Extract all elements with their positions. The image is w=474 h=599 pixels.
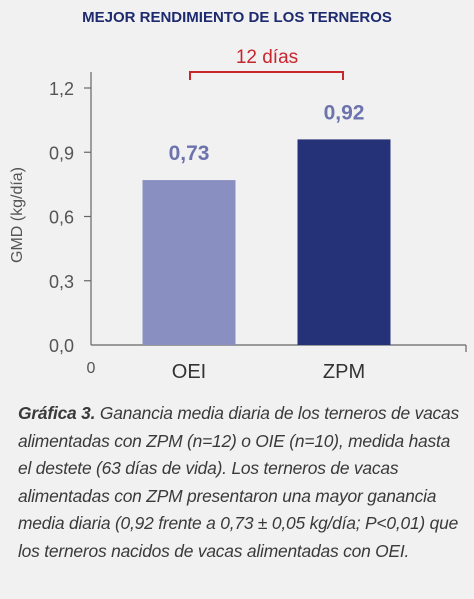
- figure-caption: Gráfica 3. Ganancia media diaria de los …: [18, 400, 466, 566]
- caption-lead: Gráfica 3.: [18, 403, 96, 423]
- category-label-oei: OEI: [172, 361, 206, 383]
- y-tick-label: 0,6: [49, 208, 74, 228]
- annotation-bracket: [189, 71, 344, 80]
- category-label-zpm: ZPM: [323, 361, 365, 383]
- annotation-label: 12 días: [236, 47, 298, 68]
- y-tick-label: 0,3: [49, 272, 74, 292]
- y-tick-label: 0,0: [49, 336, 74, 356]
- y-tick-label: 0,9: [49, 143, 74, 163]
- chart: MEJOR RENDIMIENTO DE LOS TERNEROS 12 día…: [9, 9, 467, 383]
- data-label-oei: 0,73: [169, 142, 210, 165]
- bar-oei: [142, 180, 236, 345]
- origin-label: 0: [87, 360, 96, 377]
- y-axis-label: GMD (kg/día): [9, 167, 26, 263]
- bar-zpm: [297, 139, 391, 345]
- chart-title: MEJOR RENDIMIENTO DE LOS TERNEROS: [82, 9, 392, 26]
- data-label-zpm: 0,92: [324, 101, 365, 124]
- caption-text: Ganancia media diaria de los terneros de…: [18, 403, 460, 561]
- y-tick-label: 1,2: [49, 79, 74, 99]
